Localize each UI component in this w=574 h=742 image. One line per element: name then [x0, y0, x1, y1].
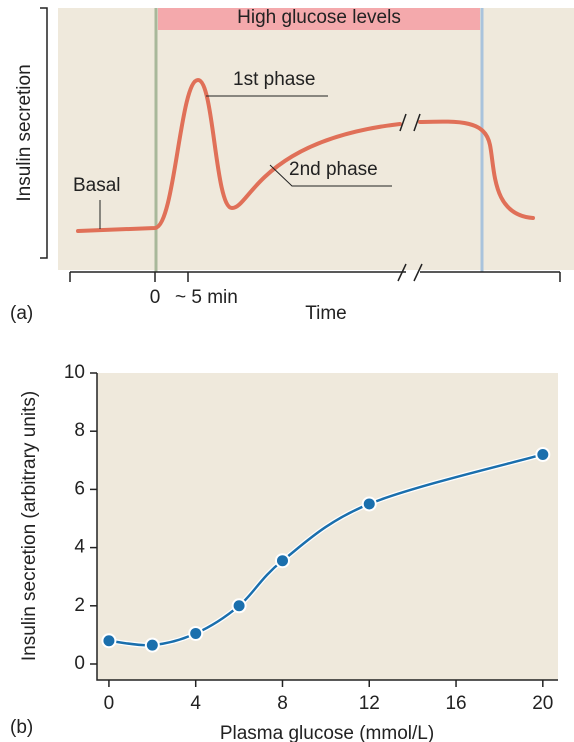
- x-axis-label: Time: [305, 303, 347, 324]
- secretion-curve: [76, 77, 402, 233]
- basal-label: Basal: [73, 175, 121, 196]
- x-tick-label: 12: [359, 693, 380, 714]
- x-axis-label: Plasma glucose (mmol/L): [220, 723, 434, 742]
- glucose-banner: [158, 8, 480, 30]
- x-tick-label: 0: [104, 693, 115, 714]
- x-tick-label: 16: [445, 693, 466, 714]
- secretion-curve: [418, 119, 535, 220]
- x-tick-label: 0: [150, 287, 161, 308]
- data-point: [274, 553, 290, 569]
- y-axis-label: Insulin secretion: [14, 64, 35, 201]
- panel-label: (a): [10, 303, 33, 324]
- panel-label: (b): [10, 717, 33, 738]
- y-tick-label: 8: [74, 420, 85, 441]
- axes: [96, 373, 558, 681]
- x-axis: [69, 271, 561, 282]
- x-tick-label: 4: [190, 693, 201, 714]
- x-tick-label: ~ 5 min: [175, 287, 238, 308]
- curve-break: [399, 113, 421, 132]
- y-axis: [40, 7, 48, 259]
- data-point: [361, 496, 377, 512]
- y-tick-label: 0: [74, 653, 85, 674]
- data-point: [101, 633, 117, 649]
- first-phase-label: 1st phase: [233, 69, 315, 90]
- data-point: [231, 598, 247, 614]
- data-point: [144, 637, 160, 653]
- data-point: [535, 446, 551, 462]
- y-tick-label: 6: [74, 478, 85, 499]
- leader-line: [269, 164, 392, 187]
- y-tick-label: 4: [74, 537, 85, 558]
- data-point: [188, 625, 204, 641]
- axis-break: [397, 263, 423, 282]
- x-tick-label: 8: [277, 693, 288, 714]
- y-tick-label: 2: [74, 595, 85, 616]
- y-tick-label: 10: [64, 362, 85, 383]
- x-tick-label: 20: [532, 693, 553, 714]
- y-axis-label: Insulin secretion (arbitrary units): [19, 391, 40, 661]
- banner-label: High glucose levels: [237, 7, 401, 28]
- second-phase-label: 2nd phase: [289, 159, 378, 180]
